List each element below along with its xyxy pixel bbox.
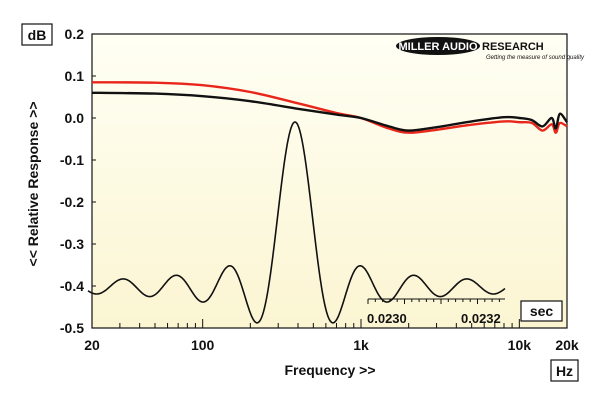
x-tick-label-1: 100 (191, 337, 215, 353)
y-tick-label-2: 0.0 (65, 110, 85, 126)
brand-tagline: Getting the measure of sound quality (486, 55, 585, 61)
x-tick-label-3: 10k (508, 337, 532, 353)
y-unit-label: dB (28, 27, 47, 43)
x-tick-labels: 20 100 1k 10k 20k (84, 337, 579, 353)
miller-audio-research-logo: MILLER AUDIO RESEARCH Getting the measur… (396, 37, 585, 61)
inset-tick-label-0230: 0.0230 (367, 311, 407, 326)
y-unit-box (21, 23, 53, 46)
y-tick-labels: 0.2 0.1 0.0 -0.1 -0.2 -0.3 -0.4 -0.5 (60, 26, 84, 336)
plot-area (91, 33, 568, 329)
series-line-black (91, 91, 568, 132)
y-tick-label-7: -0.5 (60, 320, 84, 336)
brand-name-right: RESEARCH (482, 41, 544, 53)
inset-unit-box (520, 300, 563, 322)
series-line-red (91, 81, 568, 134)
inset-waveform-line (87, 121, 506, 324)
inset-tick-label-0232: 0.0232 (461, 311, 501, 326)
y-tick-label-3: -0.1 (60, 152, 84, 168)
x-tick-label-0: 20 (84, 337, 100, 353)
x-unit-box (550, 359, 579, 382)
y-tick-marks (92, 33, 96, 329)
x-unit-label: Hz (556, 363, 573, 379)
y-axis-title: << Relative Response >> (25, 102, 41, 267)
x-axis-title: Frequency >> (284, 362, 375, 378)
y-tick-label-0: 0.2 (65, 26, 85, 42)
inset-unit-label: sec (530, 303, 554, 319)
y-tick-label-4: -0.2 (60, 194, 84, 210)
x-tick-label-2: 1k (353, 337, 369, 353)
inset-tick-marks (367, 299, 500, 304)
x-minor-ticks (91, 319, 568, 328)
brand-name-left: MILLER AUDIO (398, 41, 477, 53)
y-tick-label-6: -0.4 (60, 278, 84, 294)
y-tick-label-1: 0.1 (65, 68, 85, 84)
x-tick-label-4: 20k (555, 337, 579, 353)
y-tick-label-5: -0.3 (60, 236, 84, 252)
